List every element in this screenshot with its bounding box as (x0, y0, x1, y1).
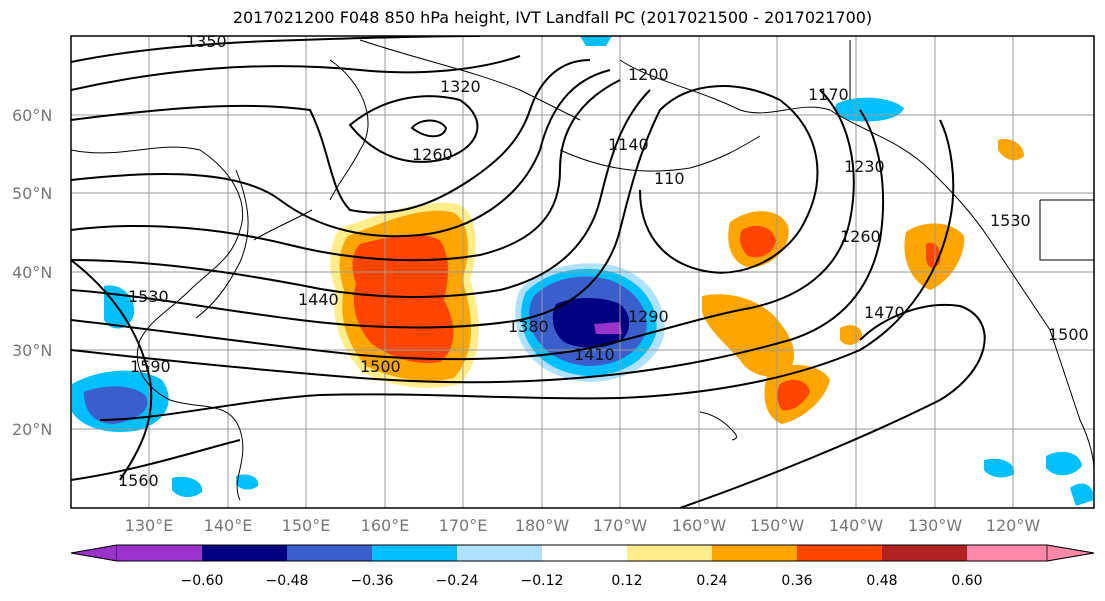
contour-label: 1290 (628, 307, 669, 326)
colorbar-tick-label: −0.36 (351, 573, 394, 589)
colorbar-bin (627, 545, 712, 561)
coast-asia (71, 146, 244, 501)
anomaly-neg-core (552, 298, 630, 348)
y-axis: 60°N 50°N 40°N 30°N 20°N (12, 106, 52, 439)
colorbar-tick-label: −0.24 (436, 573, 479, 589)
colorbar-bin (797, 545, 882, 561)
contour-label: 1530 (128, 287, 169, 306)
x-tick-label: 170°E (439, 516, 488, 535)
anomaly-neg-west-inner (84, 386, 148, 424)
map-border (70, 35, 1095, 509)
contour-label: 1530 (990, 211, 1031, 230)
y-tick-label: 40°N (12, 263, 52, 282)
colorbar-tick-label: 0.48 (866, 573, 897, 589)
x-tick-label: 150°W (750, 516, 805, 535)
colorbar-tick-label: −0.48 (266, 573, 309, 589)
x-tick-label: 180°W (515, 516, 570, 535)
anomaly-neg-min (594, 322, 622, 334)
contour-label: 1590 (130, 357, 171, 376)
colorbar-tick-label: 0.24 (696, 573, 727, 589)
colorbar-bin (372, 545, 457, 561)
coast-aleutians (559, 135, 761, 172)
coast-alaska (619, 59, 1094, 471)
colorbar-tick-label: 0.12 (611, 573, 642, 589)
anomaly-neg-se-1 (984, 458, 1015, 478)
coast-japan (195, 169, 249, 319)
contour-label: 1560 (118, 471, 159, 490)
anomaly-neg-top (580, 36, 612, 46)
colorbar-bin (202, 545, 287, 561)
anomaly-pos-north (998, 138, 1024, 161)
contour-label: 1230 (844, 157, 885, 176)
anomaly-neg-se-2 (1046, 451, 1082, 476)
x-tick-label: 140°W (829, 516, 884, 535)
contour-label: 1380 (508, 317, 549, 336)
colorbar-bin (457, 545, 542, 561)
anomaly-pos-gulf-inner (740, 225, 776, 258)
y-tick-label: 30°N (12, 341, 52, 360)
colorbar: −0.60 −0.48 −0.36 −0.24 −0.12 0.12 0.24 … (70, 544, 1095, 589)
contour-label: 1200 (628, 65, 669, 84)
contour-label: 1410 (574, 345, 615, 364)
colorbar-tick-label: 0.36 (781, 573, 812, 589)
colorbar-bin (882, 545, 967, 561)
y-tick-label: 20°N (12, 420, 52, 439)
colorbar-tick-label: −0.60 (181, 573, 224, 589)
anomaly-neg-north (835, 97, 904, 122)
colorbar-outline (70, 544, 1095, 562)
x-tick-label: 120°W (986, 516, 1041, 535)
x-tick-label: 130°E (125, 516, 174, 535)
contour-label: 1470 (864, 303, 905, 322)
coast-kamchatka (329, 59, 369, 201)
x-tick-label: 130°W (908, 516, 963, 535)
x-tick-label: 150°E (282, 516, 331, 535)
contour-labels: 1350 1320 1260 1200 1170 1140 110 1230 1… (118, 32, 1089, 490)
anomaly-neg-se-3 (1070, 483, 1094, 506)
colorbar-bin (712, 545, 797, 561)
colorbar-bin (287, 545, 372, 561)
x-tick-label: 160°W (672, 516, 727, 535)
coast-siberia (359, 39, 581, 121)
anomaly-pos-west-inner (352, 234, 454, 364)
colorbar-tick-label: 0.60 (951, 573, 982, 589)
x-tick-label: 170°W (593, 516, 648, 535)
anomaly-neg-sw-2 (236, 474, 259, 490)
coast-hawaii (699, 411, 737, 441)
contour-label: 1320 (440, 77, 481, 96)
contour-label: 1440 (298, 290, 339, 309)
coast-us-border (1039, 200, 1094, 261)
colorbar-tick-label: −0.12 (521, 573, 564, 589)
shaded-anomalies (72, 36, 1094, 506)
colorbar-bin (542, 545, 627, 561)
x-tick-label: 160°E (361, 516, 410, 535)
contour-label: 1170 (808, 85, 849, 104)
contour-label: 1260 (412, 145, 453, 164)
anomaly-pos-subtropic-1 (702, 294, 795, 377)
colorbar-extend-low (70, 544, 118, 562)
contour-label: 1350 (186, 32, 227, 51)
anomaly-neg-sw-1 (172, 476, 203, 498)
colorbar-extend-high (1046, 544, 1095, 562)
colorbar-bin (117, 545, 202, 561)
map-title: 2017021200 F048 850 hPa height, IVT Land… (232, 8, 873, 27)
contour-label: 110 (654, 169, 685, 188)
contour-label: 1500 (360, 357, 401, 376)
contour-label: 1500 (1048, 325, 1089, 344)
contour-label: 1260 (840, 227, 881, 246)
height-contours (71, 36, 986, 508)
x-axis: 130°E 140°E 150°E 160°E 170°E 180°W 170°… (125, 516, 1041, 535)
y-tick-label: 50°N (12, 184, 52, 203)
colorbar-bin (967, 545, 1047, 561)
x-tick-label: 140°E (204, 516, 253, 535)
anomaly-pos-subtropic-2-inner (777, 379, 810, 411)
y-tick-label: 60°N (12, 106, 52, 125)
contour-label: 1140 (608, 135, 649, 154)
